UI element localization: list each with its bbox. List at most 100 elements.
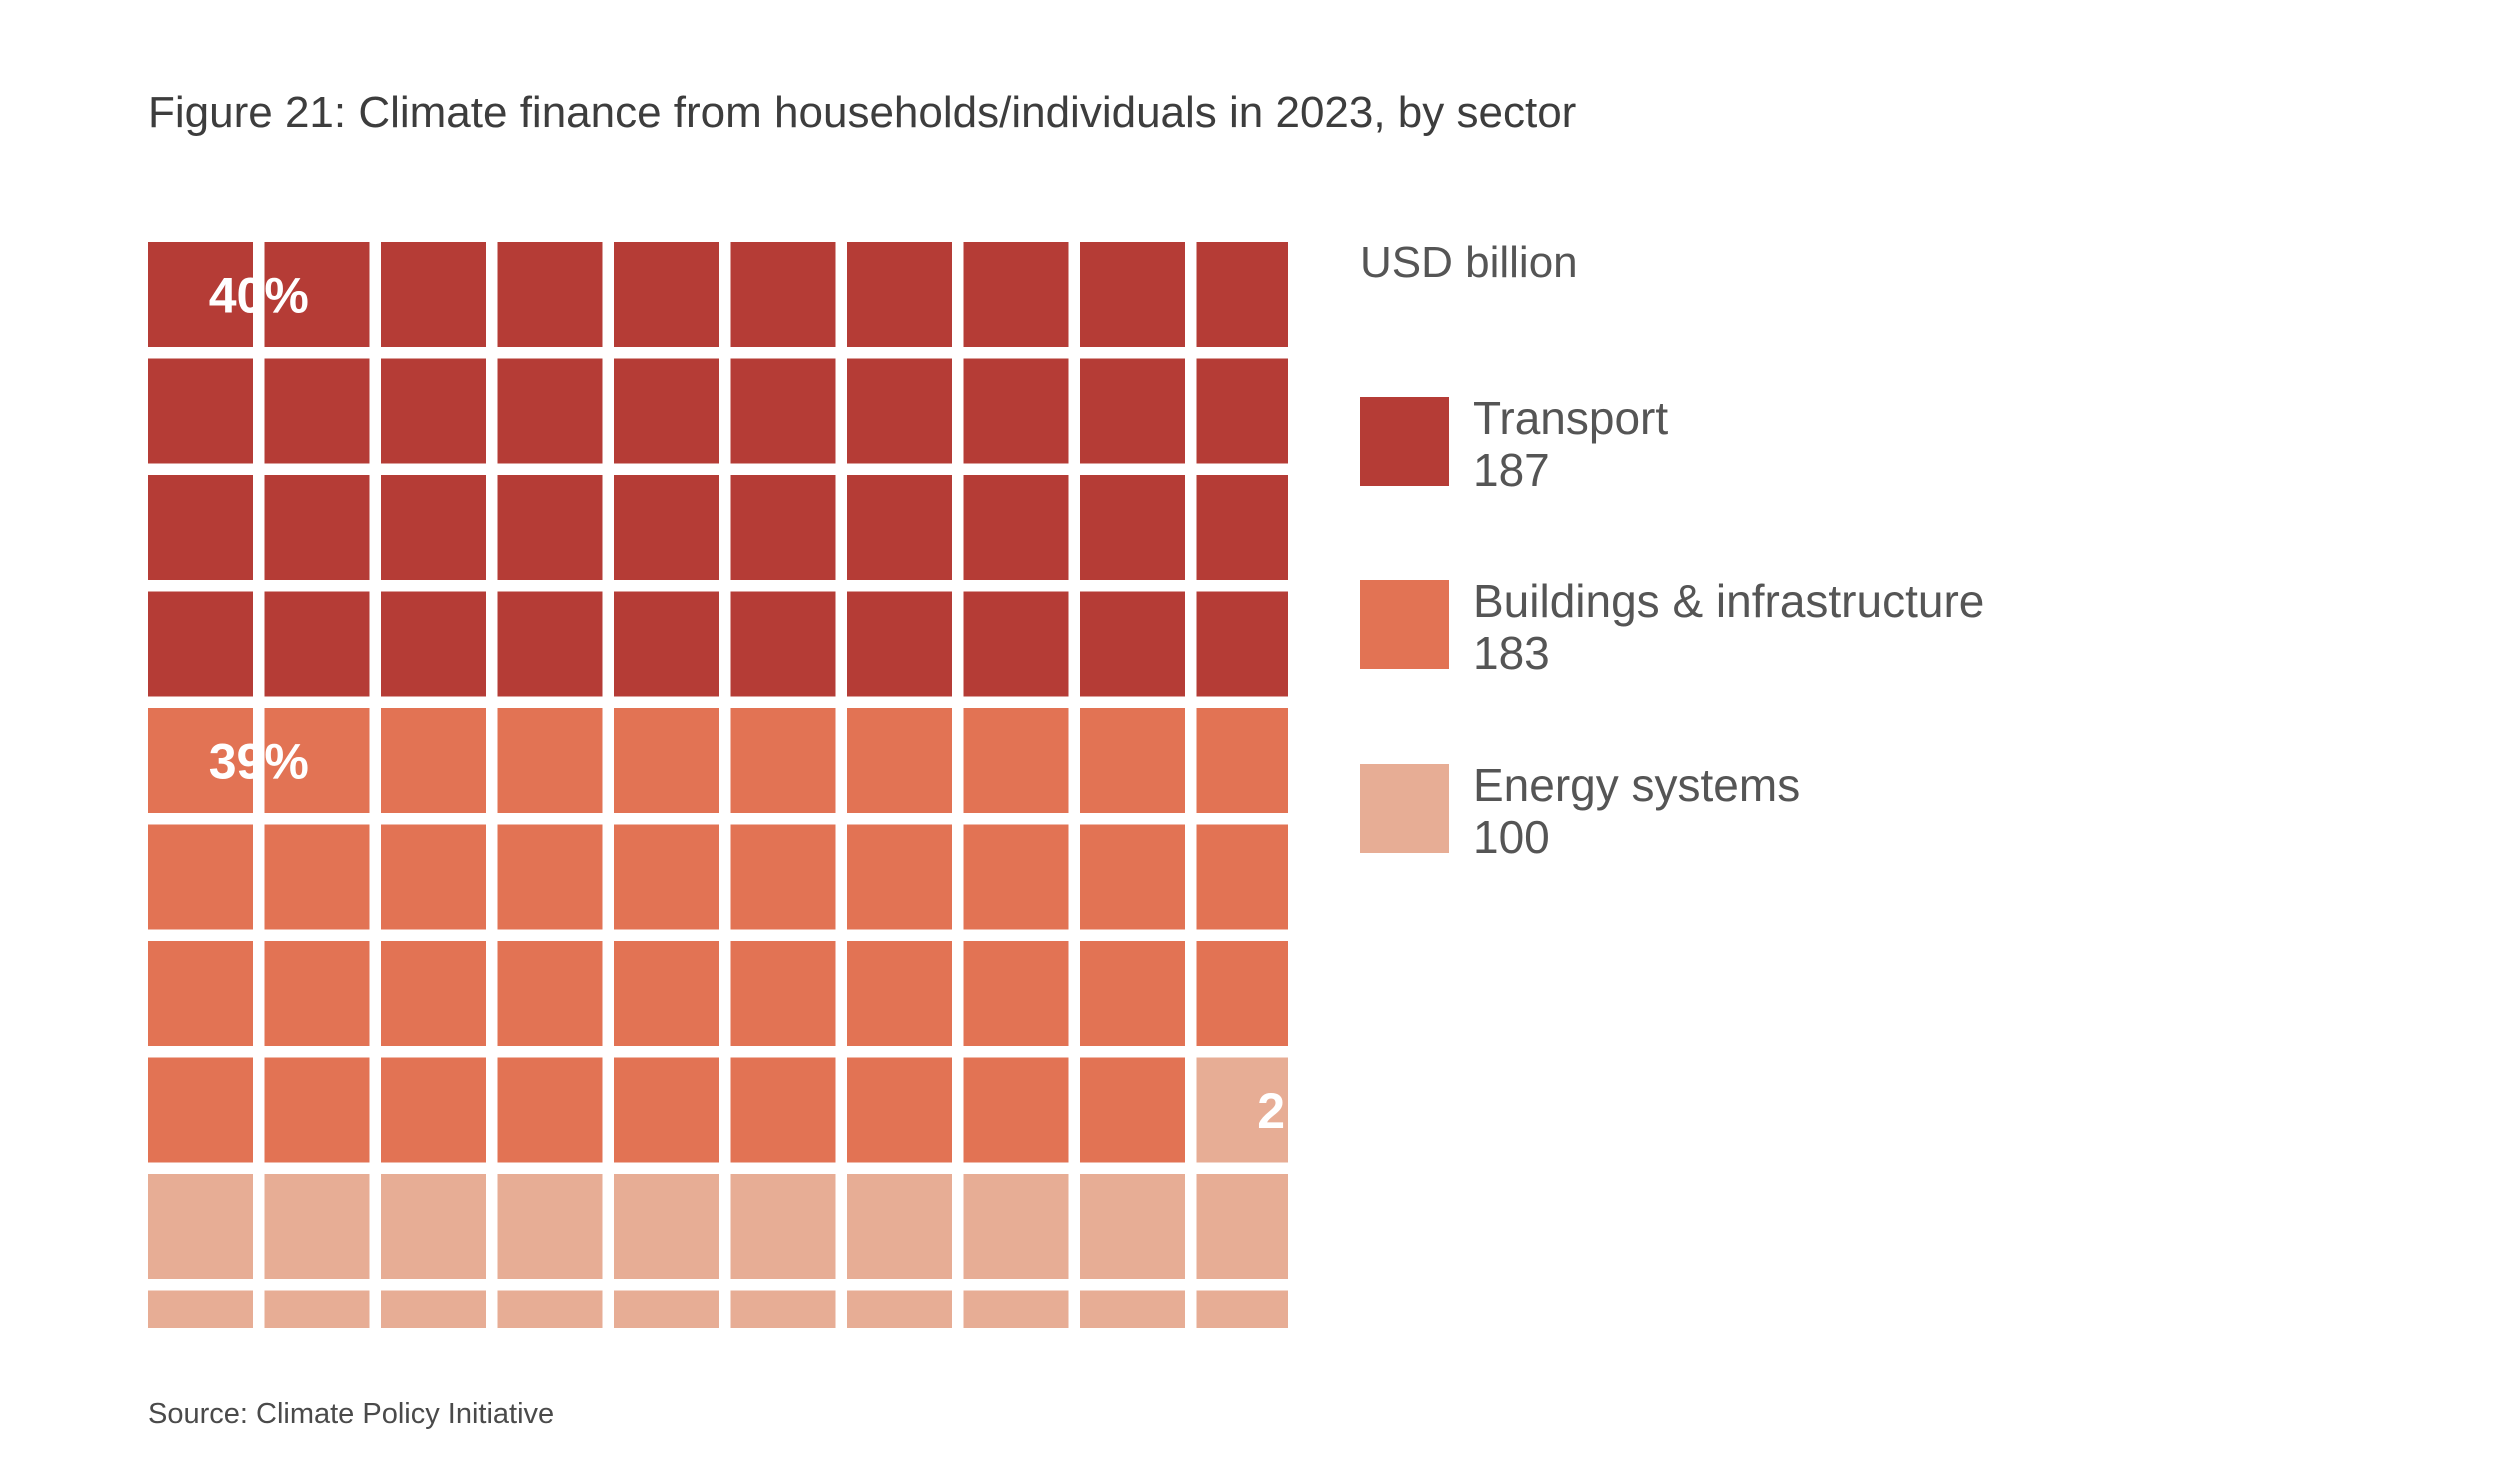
waffle-square <box>847 1290 952 1328</box>
waffle-square <box>497 941 603 1046</box>
waffle-square <box>847 358 952 464</box>
waffle-square <box>730 1290 836 1328</box>
waffle-square <box>264 1057 370 1163</box>
waffle-square <box>148 591 253 697</box>
legend-label-energy: Energy systems <box>1473 759 1801 811</box>
waffle-square <box>264 1290 370 1328</box>
waffle-square <box>614 591 719 697</box>
legend-item-transport: Transport 187 <box>1360 392 2260 507</box>
waffle-square <box>847 1174 952 1279</box>
waffle-square <box>1196 708 1288 813</box>
waffle-square <box>148 358 253 464</box>
waffle-square <box>381 1290 486 1328</box>
waffle-square <box>264 708 370 813</box>
waffle-square <box>1196 591 1288 697</box>
waffle-square <box>730 475 836 580</box>
waffle-square <box>1196 1057 1288 1163</box>
waffle-square <box>148 1290 253 1328</box>
waffle-square <box>1196 475 1288 580</box>
waffle-square <box>730 591 836 697</box>
legend-value-buildings: 183 <box>1473 627 1550 679</box>
waffle-square <box>381 941 486 1046</box>
waffle-square <box>963 1290 1069 1328</box>
waffle-square <box>1080 1290 1185 1328</box>
waffle-square <box>1196 941 1288 1046</box>
waffle-square <box>381 1057 486 1163</box>
chart-title: Figure 21: Climate finance from househol… <box>148 88 1577 137</box>
percent-label-transport: 40% <box>209 268 309 324</box>
waffle-square <box>730 242 836 347</box>
waffle-square <box>264 475 370 580</box>
waffle-square <box>730 358 836 464</box>
waffle-square <box>1080 475 1185 580</box>
waffle-square <box>264 1174 370 1279</box>
waffle-square <box>148 1057 253 1163</box>
waffle-square <box>497 824 603 930</box>
waffle-square <box>1196 1290 1288 1328</box>
waffle-square <box>1080 1174 1185 1279</box>
waffle-square <box>963 708 1069 813</box>
waffle-square <box>148 708 253 813</box>
waffle-square <box>614 242 719 347</box>
waffle-square <box>264 358 370 464</box>
waffle-square <box>730 941 836 1046</box>
waffle-square <box>497 1057 603 1163</box>
waffle-square <box>847 824 952 930</box>
waffle-square <box>1196 242 1288 347</box>
source-note: Source: Climate Policy Initiative <box>148 1398 555 1430</box>
waffle-square <box>963 941 1069 1046</box>
waffle-square <box>381 358 486 464</box>
waffle-square <box>1080 941 1185 1046</box>
waffle-square <box>497 708 603 813</box>
legend-item-energy: Energy systems 100 <box>1360 759 2260 874</box>
waffle-square <box>264 591 370 697</box>
waffle-square <box>148 941 253 1046</box>
waffle-square <box>614 1057 719 1163</box>
waffle-square <box>730 824 836 930</box>
legend-swatch-buildings <box>1360 580 1449 669</box>
waffle-square <box>614 708 719 813</box>
legend-label-transport: Transport <box>1473 392 1669 444</box>
waffle-square <box>730 1174 836 1279</box>
percent-label-energy: 21% <box>1257 1083 1288 1139</box>
waffle-square <box>847 941 952 1046</box>
waffle-square <box>264 242 370 347</box>
waffle-square <box>148 824 253 930</box>
waffle-square <box>381 708 486 813</box>
waffle-square <box>847 1057 952 1163</box>
waffle-square <box>963 475 1069 580</box>
waffle-square <box>614 824 719 930</box>
legend-label-buildings: Buildings & infrastructure <box>1473 575 1985 627</box>
waffle-square <box>1080 824 1185 930</box>
legend-swatch-transport <box>1360 397 1449 486</box>
waffle-square <box>730 708 836 813</box>
waffle-square <box>1196 358 1288 464</box>
waffle-square <box>497 242 603 347</box>
waffle-square <box>381 591 486 697</box>
waffle-square <box>1196 1174 1288 1279</box>
waffle-square <box>1080 708 1185 813</box>
waffle-square <box>614 1174 719 1279</box>
waffle-square <box>730 1057 836 1163</box>
waffle-square <box>614 358 719 464</box>
waffle-square <box>847 475 952 580</box>
waffle-square <box>497 358 603 464</box>
waffle-square <box>614 1290 719 1328</box>
waffle-square <box>1080 358 1185 464</box>
waffle-square <box>497 591 603 697</box>
waffle-square <box>963 591 1069 697</box>
waffle-square <box>1080 242 1185 347</box>
percent-label-buildings: 39% <box>209 734 309 790</box>
waffle-square <box>963 1174 1069 1279</box>
waffle-square <box>847 242 952 347</box>
waffle-square <box>963 824 1069 930</box>
waffle-square <box>1080 1057 1185 1163</box>
waffle-square <box>1080 591 1185 697</box>
waffle-square <box>148 1174 253 1279</box>
waffle-square <box>381 1174 486 1279</box>
waffle-square <box>963 358 1069 464</box>
legend-value-energy: 100 <box>1473 811 1550 863</box>
waffle-square <box>264 941 370 1046</box>
waffle-chart: 40% 39% 21% <box>148 242 1288 1328</box>
waffle-square <box>847 591 952 697</box>
